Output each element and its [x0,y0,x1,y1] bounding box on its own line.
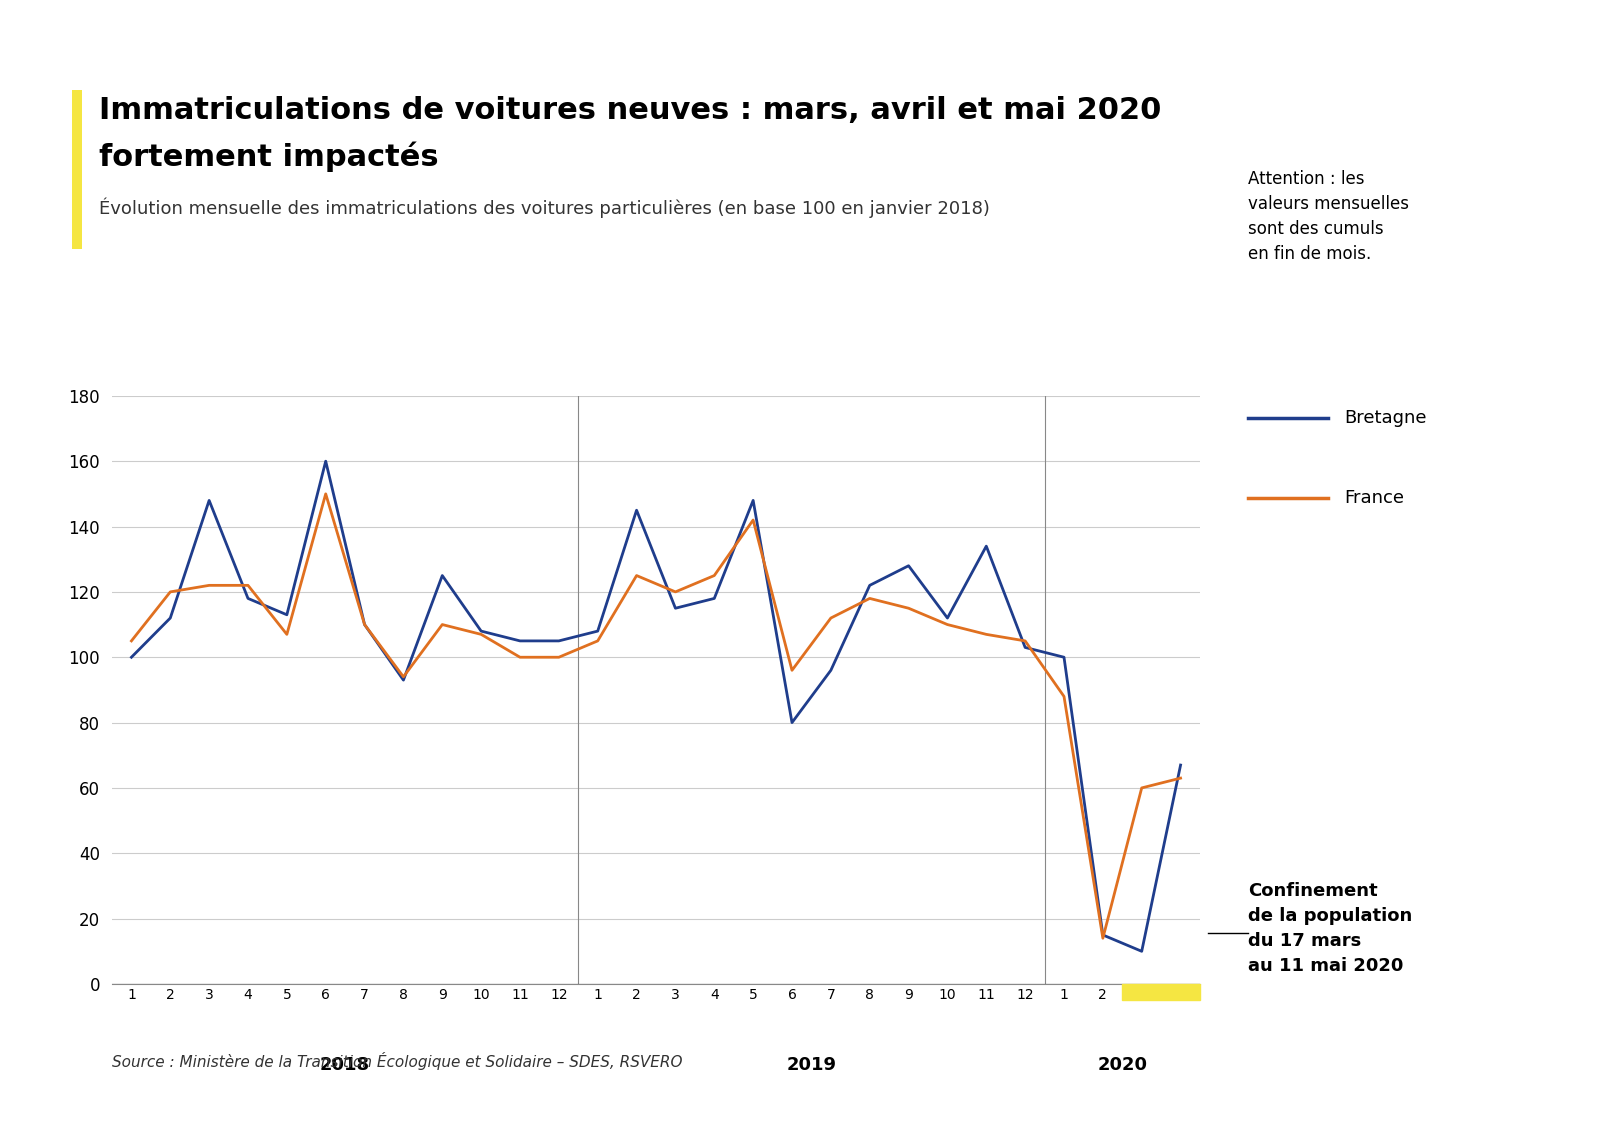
Text: Confinement
de la population
du 17 mars
au 11 mai 2020: Confinement de la population du 17 mars … [1248,882,1413,975]
Text: Bretagne: Bretagne [1344,409,1427,428]
Text: Évolution mensuelle des immatriculations des voitures particulières (en base 100: Évolution mensuelle des immatriculations… [99,198,990,218]
Text: 2018: 2018 [320,1056,370,1073]
Text: Attention : les
valeurs mensuelles
sont des cumuls
en fin de mois.: Attention : les valeurs mensuelles sont … [1248,170,1410,262]
Text: France: France [1344,489,1405,507]
Text: Immatriculations de voitures neuves : mars, avril et mai 2020: Immatriculations de voitures neuves : ma… [99,96,1162,126]
Text: Source : Ministère de la Transition Écologique et Solidaire – SDES, RSVERO: Source : Ministère de la Transition Écol… [112,1052,683,1070]
Bar [1122,984,1200,1000]
Text: 2020: 2020 [1098,1056,1147,1073]
Text: fortement impactés: fortement impactés [99,141,438,172]
Text: 2019: 2019 [787,1056,837,1073]
